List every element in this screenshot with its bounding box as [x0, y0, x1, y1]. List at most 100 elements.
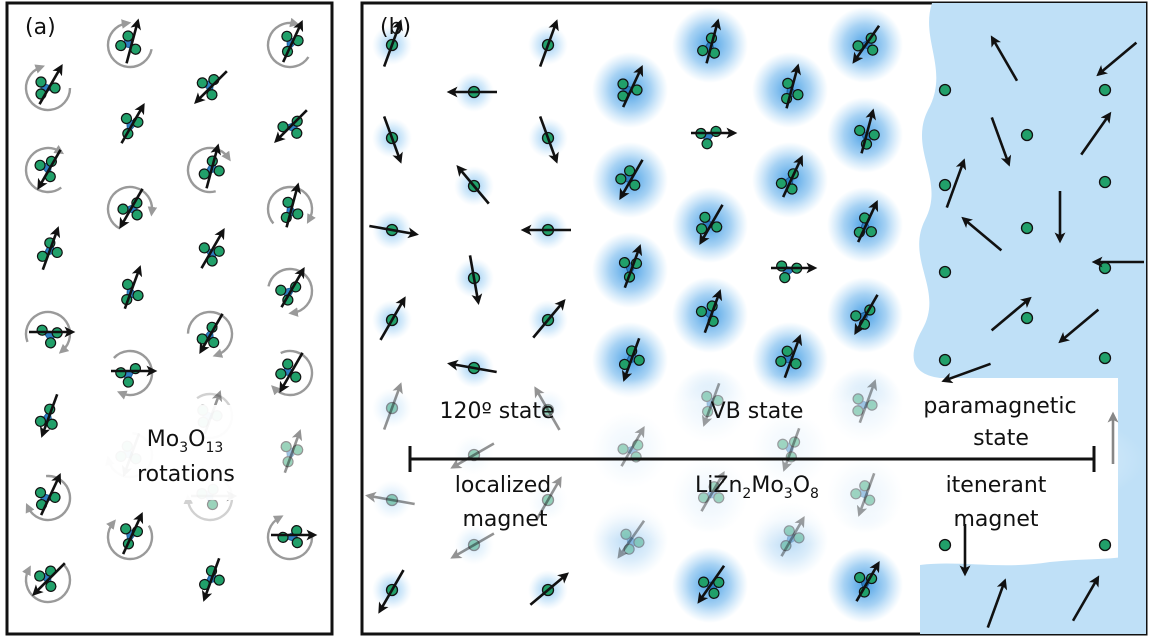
rotation-arrow-icon [106, 519, 154, 561]
cluster-icon [698, 576, 725, 599]
spin-arrow-icon [379, 296, 406, 341]
spin-arrow-icon [447, 359, 497, 374]
rotations-label: rotations [137, 462, 235, 487]
spin-arrow-icon [279, 352, 304, 393]
spin-arrow-icon [450, 442, 495, 469]
spin-arrow-icon [199, 313, 224, 354]
spin-arrow-icon [701, 382, 721, 427]
spin-arrow-icon [855, 561, 880, 602]
spin-arrow-icon [382, 115, 403, 164]
panel-b-label: (b) [380, 15, 411, 40]
spin-arrow-icon [365, 491, 415, 506]
cluster-icon [781, 77, 804, 105]
spin-arrow-icon [621, 65, 644, 108]
spin-arrow-icon [945, 158, 967, 208]
itinerant-label-2: magnet [954, 507, 1039, 532]
spin-arrow-icon [619, 159, 644, 200]
rotation-arrow-icon [106, 185, 158, 230]
spin-arrow-icon [119, 188, 144, 229]
site-dot-icon [1020, 221, 1034, 235]
spin-arrow-icon [32, 562, 66, 596]
cluster-icon [701, 390, 724, 418]
spin-arrow-icon [785, 63, 802, 109]
paramagnetic-region-bottom [920, 555, 1146, 634]
spin-arrow-icon [1080, 111, 1112, 156]
panel-a-frame [5, 1, 334, 636]
spin-arrow-icon [39, 393, 59, 438]
site-dot-icon [1098, 261, 1112, 275]
panel-a-label: (a) [25, 15, 56, 40]
site-dot-icon [1098, 175, 1112, 189]
spin-arrow-icon [990, 117, 1012, 167]
spin-arrow-icon [705, 18, 722, 64]
state-paramagnetic-label: paramagnetic [923, 394, 1076, 419]
spin-arrow-icon [1058, 308, 1100, 344]
site-dot-icon [938, 538, 952, 552]
spin-arrow-icon [854, 294, 879, 335]
itinerant-label: itenerant [946, 473, 1047, 498]
site-dot-icon [1098, 351, 1112, 365]
cluster-icon [275, 358, 302, 383]
spin-arrow-icon [990, 296, 1032, 332]
spin-arrow-icon [194, 70, 228, 104]
state-paramagnetic-label-2: state [973, 426, 1029, 451]
spin-arrow-icon [781, 155, 804, 198]
spin-arrow-icon [378, 569, 405, 614]
spin-arrow-icon [456, 165, 490, 205]
site-dot-icon [1098, 538, 1112, 552]
spin-arrow-icon [200, 228, 225, 269]
site-dot-icon [385, 401, 399, 415]
panel-b-sites [365, 18, 1144, 628]
cluster-icon [281, 30, 304, 58]
compound-formula: LiZn2Mo3O8 [695, 473, 819, 502]
caption-a-backdrop [95, 405, 255, 500]
rotation-arrow-icon [267, 267, 314, 317]
rotation-arrow-icon [266, 515, 314, 561]
spin-arrow-icon [699, 204, 724, 245]
spin-arrow-icon [703, 289, 723, 334]
spin-arrow-icon [120, 103, 145, 144]
cluster-icon [850, 480, 876, 506]
spin-arrow-icon [700, 471, 725, 512]
spin-arrow-icon [125, 18, 142, 64]
spin-arrow-icon [382, 19, 403, 68]
spin-arrow-icon [858, 379, 878, 424]
spin-arrow-icon [280, 267, 305, 308]
spin-arrow-icon [538, 19, 559, 68]
spin-arrow-icon [123, 265, 143, 310]
site-dot-icon [938, 353, 952, 367]
site-dot-icon [1098, 83, 1112, 97]
site-dot-icon [1020, 128, 1034, 142]
rotation-arrow-icon [24, 64, 72, 112]
mo3o13-formula: Mo3O13 [147, 427, 224, 456]
cluster-icon [198, 242, 225, 267]
spin-arrow-icon [281, 20, 304, 63]
spin-arrow-icon [274, 109, 308, 143]
site-dot-icon [467, 538, 481, 552]
spin-arrow-icon [617, 520, 646, 559]
spin-arrow-icon [856, 472, 876, 517]
paramagnetic-region [913, 3, 1146, 378]
cluster-icon [280, 441, 304, 468]
site-dot-icon [1020, 311, 1034, 325]
spin-arrow-icon [201, 557, 221, 602]
rotation-arrow-icon [266, 17, 310, 69]
rotation-arrow-icon [24, 144, 65, 194]
spin-arrow-icon [369, 224, 419, 239]
site-dot-icon [938, 83, 952, 97]
spin-arrow-icon [37, 149, 62, 190]
spin-arrow-icon [382, 382, 403, 431]
spin-arrow-icon [990, 35, 1019, 82]
spin-arrow-icon [780, 516, 805, 557]
site-dot-icon [541, 403, 555, 417]
cluster-icon [115, 30, 142, 55]
spin-arrow-icon [538, 115, 559, 164]
spin-arrow-icon [39, 473, 62, 516]
spin-arrow-icon [283, 429, 303, 474]
cluster-icon [852, 393, 878, 417]
rotation-arrow-icon [271, 349, 314, 397]
site-dot-icon [541, 493, 555, 507]
localization-scale-bar [408, 446, 1096, 472]
cluster-icon [696, 211, 723, 235]
spin-arrow-icon [783, 334, 803, 379]
